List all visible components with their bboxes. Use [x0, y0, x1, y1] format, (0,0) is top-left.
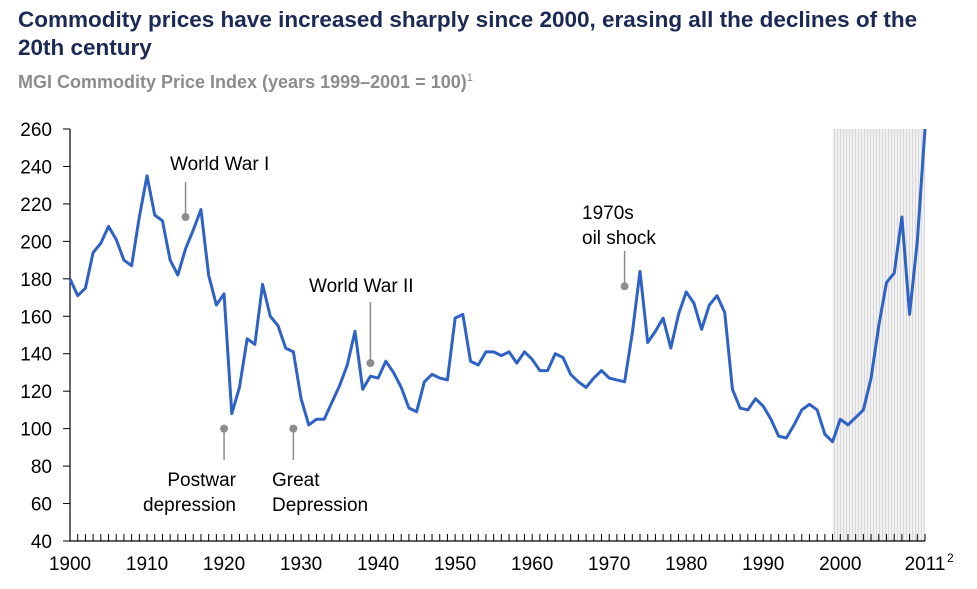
- x-tick-label: 1900: [49, 554, 91, 575]
- y-tick-label: 60: [31, 495, 52, 516]
- y-tick-label: 260: [20, 120, 52, 141]
- y-tick-label: 120: [20, 382, 52, 403]
- annotation-label: 1970s: [582, 203, 634, 224]
- x-tick-label: 1970: [588, 554, 630, 575]
- y-tick-label: 200: [20, 232, 52, 253]
- chart-subtitle: MGI Commodity Price Index (years 1999–20…: [18, 72, 473, 93]
- x-tick-label: 1940: [357, 554, 399, 575]
- y-tick-label: 180: [20, 270, 52, 291]
- annotation-label: Great: [272, 470, 320, 491]
- x-tick-label: 1950: [434, 554, 476, 575]
- annotation-marker: [366, 359, 375, 368]
- x-tick-footnote: 2: [947, 551, 954, 565]
- annotation-marker: [289, 424, 298, 433]
- y-tick-label: 140: [20, 345, 52, 366]
- x-tick-label: 1960: [511, 554, 553, 575]
- annotation-label: World War II: [309, 276, 414, 297]
- subtitle-footnote: 1: [466, 72, 473, 84]
- x-tick-label: 2000: [819, 554, 861, 575]
- y-tick-label: 40: [31, 532, 52, 553]
- x-tick-label: 1910: [126, 554, 168, 575]
- x-tick-label: 1930: [280, 554, 322, 575]
- y-tick-label: 100: [20, 420, 52, 441]
- annotation-label: oil shock: [582, 228, 656, 249]
- price-index-line: [68, 128, 927, 444]
- x-tick-label: 1920: [203, 554, 245, 575]
- x-tick-label: 1990: [742, 554, 784, 575]
- annotation-label: Postwar: [167, 470, 236, 491]
- subtitle-text: MGI Commodity Price Index (years 1999–20…: [18, 72, 467, 92]
- annotation-marker: [620, 282, 629, 291]
- annotation-label: depression: [143, 495, 236, 516]
- x-tick-label: 2011: [905, 554, 946, 575]
- y-tick-label: 240: [20, 157, 52, 178]
- annotation-label: World War I: [170, 154, 269, 175]
- y-tick-label: 220: [20, 195, 52, 216]
- annotation-marker: [220, 424, 229, 433]
- x-tick-label: 1980: [665, 554, 707, 575]
- annotation-marker: [181, 213, 190, 222]
- y-tick-label: 80: [31, 457, 52, 478]
- annotation-label: Depression: [272, 495, 368, 516]
- chart-title: Commodity prices have increased sharply …: [18, 7, 918, 60]
- y-tick-label: 160: [20, 307, 52, 328]
